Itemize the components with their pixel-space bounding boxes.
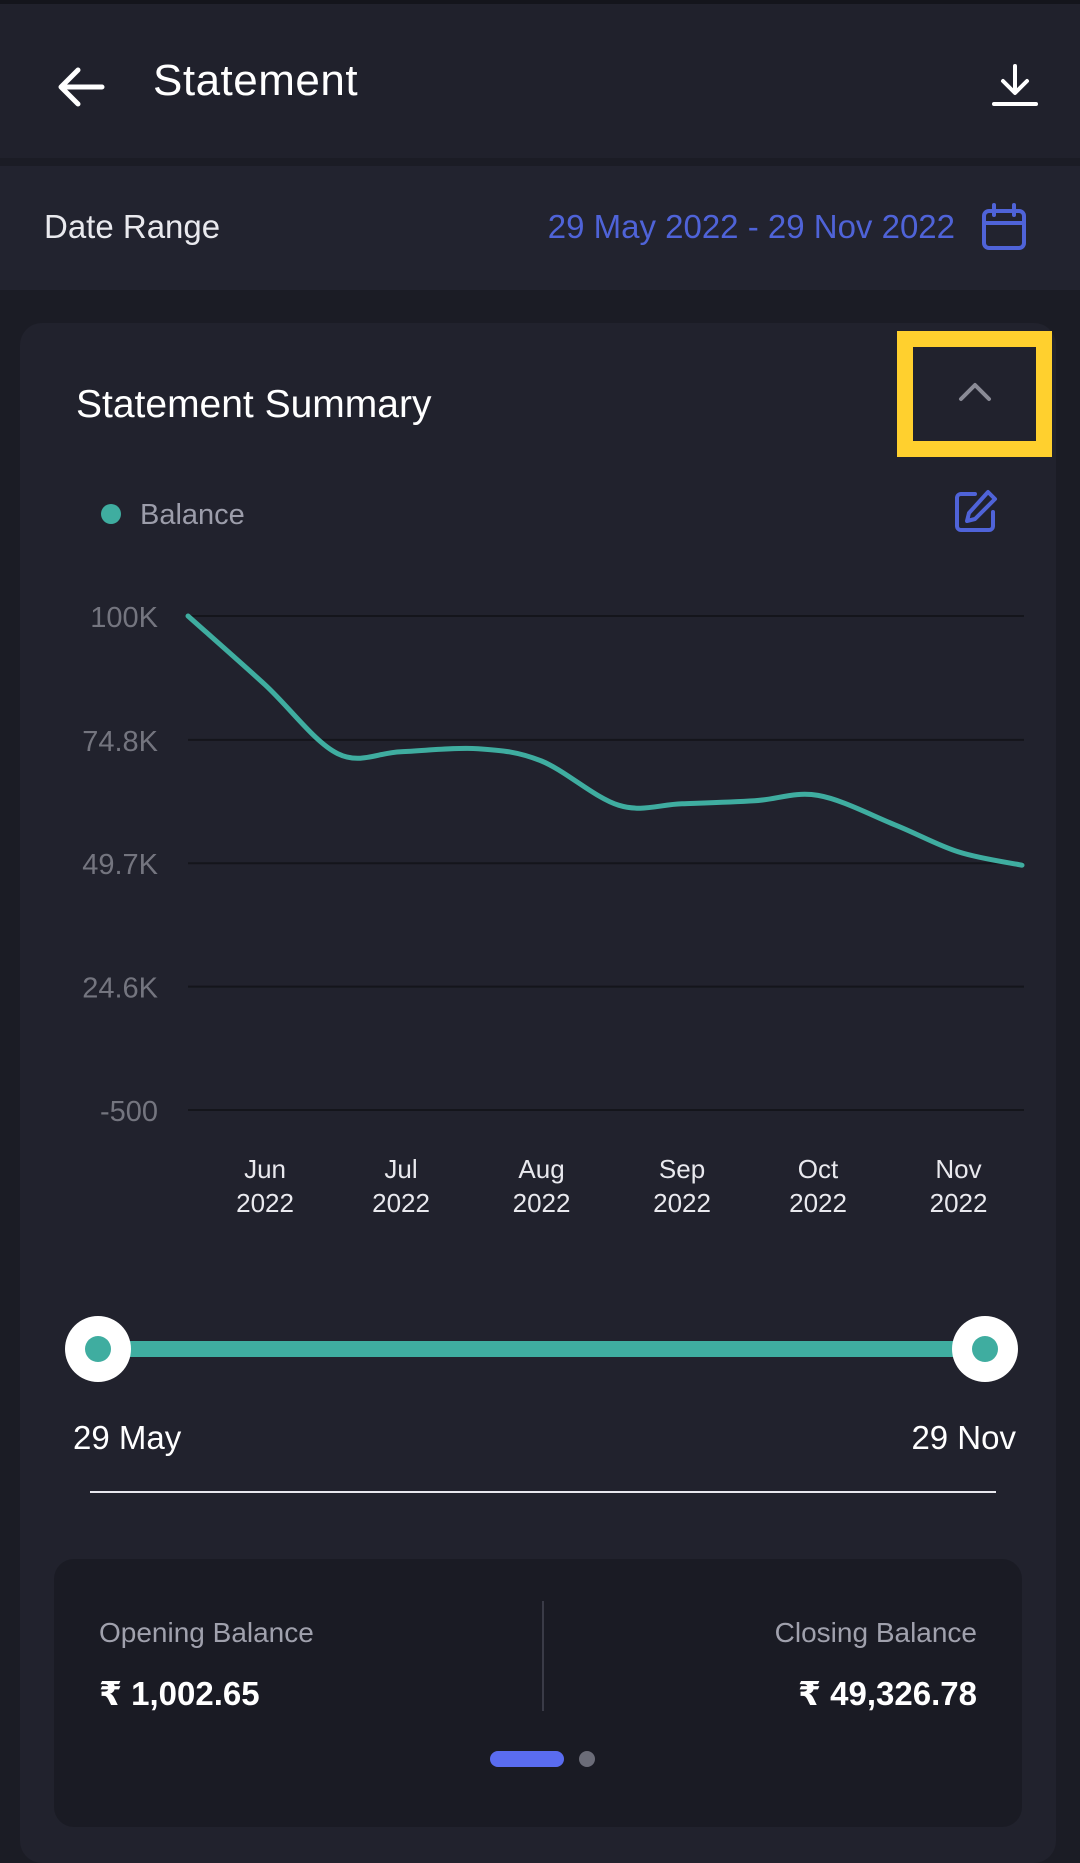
date-slider-end-handle[interactable] — [952, 1316, 1018, 1382]
date-range-value[interactable]: 29 May 2022 - 29 Nov 2022 — [547, 208, 955, 245]
calendar-button[interactable] — [980, 202, 1028, 252]
page-title: Statement — [153, 56, 359, 105]
date-slider-start-handle[interactable] — [65, 1316, 131, 1382]
y-tick-label: 49.7K — [82, 849, 158, 881]
download-button[interactable] — [990, 60, 1040, 110]
balance-summary-panel[interactable]: Opening Balance ₹ 1,002.65 Closing Balan… — [54, 1559, 1022, 1827]
x-tick-label: Sep — [659, 1154, 705, 1184]
back-button[interactable] — [52, 58, 110, 116]
edit-icon — [955, 490, 997, 532]
summary-title: Statement Summary — [76, 383, 432, 426]
pager-dot-active[interactable] — [490, 1751, 564, 1767]
y-tick-label: 74.8K — [82, 726, 158, 758]
x-tick-year-label: 2022 — [236, 1188, 294, 1218]
pager-dot[interactable] — [579, 1751, 595, 1767]
download-icon — [992, 64, 1038, 106]
x-tick-year-label: 2022 — [930, 1188, 988, 1218]
collapse-button[interactable] — [897, 331, 1052, 457]
slider-end-label: 29 Nov — [911, 1419, 1016, 1456]
x-tick-label: Jul — [384, 1154, 417, 1184]
divider — [90, 1491, 996, 1493]
arrow-left-icon — [58, 67, 105, 107]
opening-balance-label: Opening Balance — [99, 1617, 314, 1648]
date-range-bar[interactable]: Date Range 29 May 2022 - 29 Nov 2022 — [0, 166, 1080, 290]
x-tick-year-label: 2022 — [653, 1188, 711, 1218]
calendar-icon — [982, 203, 1026, 250]
closing-balance-label: Closing Balance — [774, 1617, 977, 1648]
balance-series-line — [185, 613, 1025, 868]
x-tick-label: Oct — [798, 1154, 839, 1184]
x-tick-year-label: 2022 — [513, 1188, 571, 1218]
closing-balance-value: ₹ 49,326.78 — [798, 1675, 977, 1712]
balance-line-chart: 100K 74.8K 49.7K 24.6K -500 Jun 2022 Jul 2022 Au… — [82, 602, 1025, 1218]
legend-dot-balance — [101, 504, 121, 524]
x-tick-label: Nov — [935, 1154, 981, 1184]
x-tick-label: Aug — [518, 1154, 564, 1184]
x-tick-label: Jun — [244, 1154, 286, 1184]
y-tick-label: -500 — [100, 1096, 158, 1128]
edit-button[interactable] — [953, 488, 999, 534]
date-range-label: Date Range — [44, 208, 221, 245]
date-slider-track[interactable] — [98, 1341, 988, 1357]
opening-balance-value: ₹ 1,002.65 — [99, 1675, 260, 1712]
chevron-up-icon — [959, 383, 991, 401]
top-app-bar: Statement — [0, 0, 1080, 158]
legend-label-balance: Balance — [140, 499, 245, 531]
x-tick-year-label: 2022 — [789, 1188, 847, 1218]
statement-summary-card: Statement Summary Balance 100K 74.8K 49.7K… — [20, 323, 1056, 1863]
vertical-separator — [542, 1601, 544, 1711]
y-tick-label: 100K — [90, 602, 158, 634]
slider-start-label: 29 May — [73, 1419, 182, 1456]
y-tick-label: 24.6K — [82, 973, 158, 1005]
x-tick-year-label: 2022 — [372, 1188, 430, 1218]
